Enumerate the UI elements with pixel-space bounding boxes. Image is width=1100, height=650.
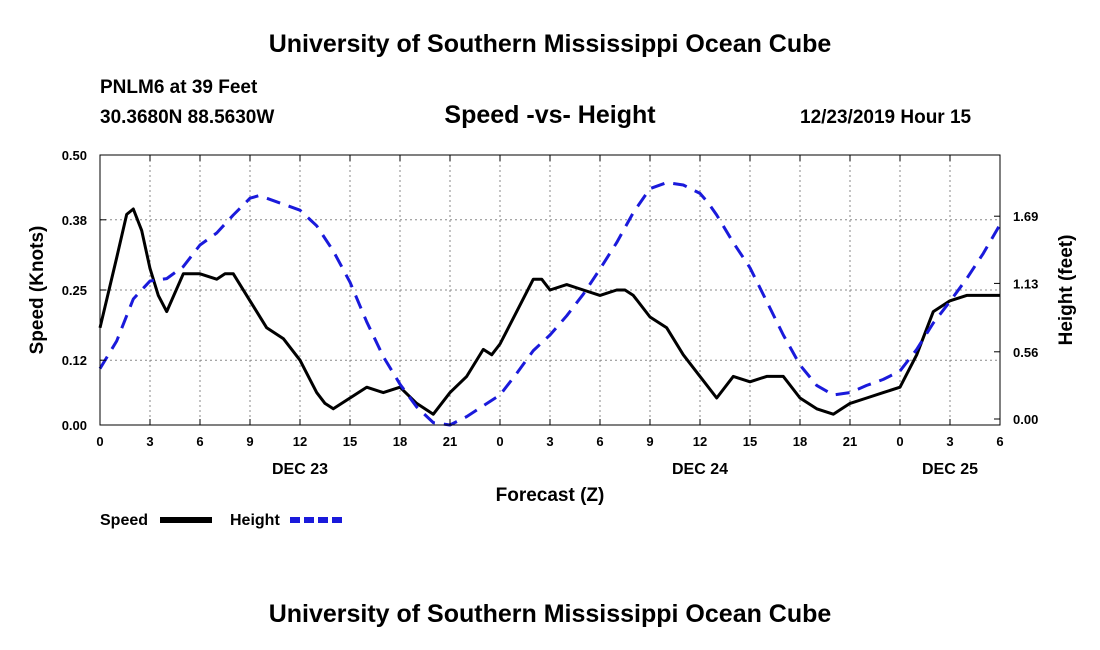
left-axis-tick-label: 0.50 (62, 148, 87, 163)
legend: Speed Height (100, 512, 342, 529)
chart-title: Speed -vs- Height (444, 101, 656, 129)
x-axis-tick-label: 18 (793, 434, 807, 449)
x-axis-tick-label: 0 (496, 434, 503, 449)
legend-label-height: Height (230, 512, 280, 529)
labels-layer: 0.00 0.12 0.25 0.38 0.50 0.00 0.56 1.13 1.69 0 3 6 9… (27, 148, 1077, 506)
forecast-datetime: 12/23/2019 Hour 15 (800, 107, 972, 128)
left-axis-tick-label: 0.12 (62, 353, 87, 368)
left-axis-tick-label: 0.38 (62, 213, 87, 228)
right-axis-tick-label: 0.00 (1013, 412, 1038, 427)
speed-series-line (98, 207, 1000, 416)
page-title: University of Southern Mississippi Ocean… (268, 30, 832, 58)
series-layer (98, 181, 1002, 427)
x-axis-tick-label: 0 (896, 434, 903, 449)
right-axis-tick-label: 1.69 (1013, 209, 1038, 224)
height-series-line (98, 181, 1002, 427)
date-label: DEC 25 (922, 461, 978, 478)
x-axis-tick-label: 21 (443, 434, 457, 449)
x-axis-tick-label: 12 (693, 434, 707, 449)
x-axis-tick-label: 15 (343, 434, 357, 449)
station-label: PNLM6 at 39 Feet (100, 77, 258, 98)
frame-layer (99, 154, 1001, 426)
x-axis-tick-label: 6 (596, 434, 603, 449)
x-axis-tick-label: 9 (646, 434, 653, 449)
footer-title: University of Southern Mississippi Ocean… (268, 600, 832, 628)
x-axis-tick-label: 0 (96, 434, 103, 449)
right-axis-tick-label: 0.56 (1013, 345, 1038, 360)
right-axis-title: Height (feet) (1056, 235, 1077, 346)
x-axis-tick-label: 15 (743, 434, 757, 449)
date-label: DEC 23 (272, 461, 328, 478)
left-axis-tick-label: 0.00 (62, 418, 87, 433)
legend-label-speed: Speed (100, 512, 148, 529)
x-axis-tick-label: 18 (393, 434, 407, 449)
station-coordinates: 30.3680N 88.5630W (100, 107, 275, 128)
x-axis-title: Forecast (Z) (496, 485, 605, 506)
x-axis-tick-label: 6 (196, 434, 203, 449)
x-axis-tick-label: 3 (946, 434, 953, 449)
left-axis-title: Speed (Knots) (27, 226, 48, 355)
x-axis-tick-label: 12 (293, 434, 307, 449)
x-axis-tick-label: 6 (996, 434, 1003, 449)
x-axis-tick-label: 3 (546, 434, 553, 449)
right-axis-tick-label: 1.13 (1013, 276, 1038, 291)
x-axis-tick-label: 9 (246, 434, 253, 449)
x-axis-tick-label: 3 (146, 434, 153, 449)
x-axis-tick-label: 21 (843, 434, 857, 449)
left-axis-tick-label: 0.25 (62, 283, 87, 298)
date-label: DEC 24 (672, 461, 728, 478)
